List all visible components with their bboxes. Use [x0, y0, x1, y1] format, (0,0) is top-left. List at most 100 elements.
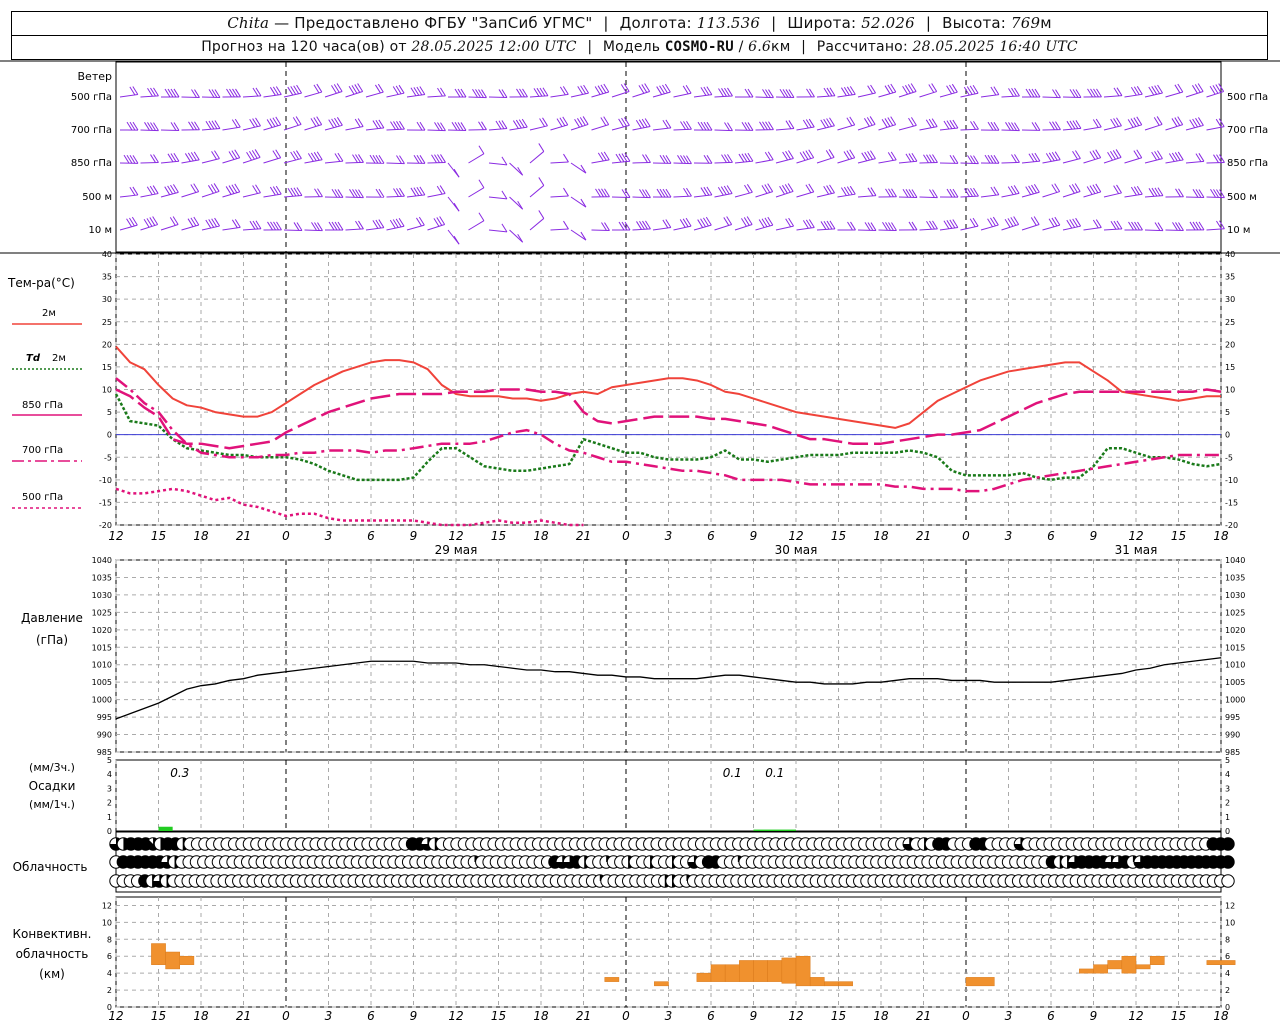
wind-barb-flag: [685, 84, 692, 94]
precip-amount-label: 0.1: [723, 766, 742, 780]
wind-barb-flag: [866, 117, 873, 126]
wind-barb-flag: [946, 220, 953, 229]
wind-barb-flag: [932, 154, 938, 163]
wind-barb-flag: [273, 221, 279, 231]
wind-barb: [693, 216, 712, 231]
wind-barb-shaft: [1144, 158, 1163, 164]
x-tick-label: 6: [1047, 529, 1055, 543]
wind-barb: [919, 118, 938, 131]
lat-label: Широта:: [787, 14, 857, 32]
wind-barb: [263, 149, 282, 164]
wind-barb-shaft: [550, 93, 569, 98]
alt-value: 769: [1011, 14, 1041, 32]
wind-barb-shaft: [181, 159, 200, 164]
wind-barb-flag: [516, 88, 522, 98]
wind-barb: [140, 122, 159, 132]
wind-barb-flag: [642, 220, 648, 230]
wind-barb: [181, 121, 200, 131]
wind-barb-flag: [580, 164, 587, 174]
wind-barb-flag: [296, 84, 303, 94]
wind-barb: [693, 186, 713, 198]
wind-barb-flag: [987, 121, 994, 131]
wind-barb: [447, 229, 460, 245]
wind-barb: [796, 149, 815, 164]
model-res: 6.6: [748, 39, 772, 55]
wind-barb-flag: [211, 151, 217, 160]
wind-barb: [242, 87, 262, 98]
wind-barb: [939, 155, 959, 164]
x-tick-label: 18: [533, 529, 549, 543]
wind-barb: [140, 185, 159, 198]
wind-barb-flag: [437, 154, 443, 163]
wind-barb-shaft: [365, 127, 384, 131]
wind-barb-flag: [1010, 217, 1017, 226]
conv-bar: [1107, 960, 1123, 970]
wind-barb-flag: [1068, 185, 1075, 194]
wind-barb-shaft: [755, 191, 773, 198]
wind-barb-flag: [888, 222, 894, 231]
wind-barb-shaft: [160, 160, 179, 164]
wind-barb-flag: [1110, 118, 1117, 128]
wind-barb-shaft: [427, 95, 446, 98]
wind-barb-flag: [723, 185, 730, 195]
y-tick-label: 12: [1225, 901, 1235, 910]
wind-barb-flag: [747, 122, 754, 131]
wind-barb: [755, 183, 774, 198]
wind-barb-flag: [129, 155, 136, 164]
wind-barb-shaft: [1124, 193, 1143, 198]
y-tick-label: 1015: [1225, 643, 1245, 652]
x-tick-label: 3: [1005, 529, 1013, 543]
wind-barb: [263, 185, 282, 198]
x-tick-label: 9: [410, 1009, 418, 1023]
model-name: COSMO-RU: [664, 39, 734, 55]
wind-barb: [447, 162, 460, 178]
wind-barb-flag: [703, 86, 710, 96]
wind-barb-flag: [275, 86, 282, 95]
station-name: Chita: [227, 14, 270, 32]
wind-barb-shaft: [550, 161, 569, 164]
calc-label: Рассчитано:: [816, 39, 908, 55]
wind-barb: [1103, 87, 1123, 98]
wind-barb-flag: [377, 83, 384, 93]
wind-barb: [734, 152, 754, 164]
wind-barb-flag: [167, 185, 174, 195]
wind-barb: [591, 116, 610, 131]
wind-barb: [1062, 217, 1082, 231]
wind-barb-flag: [579, 117, 586, 126]
wind-barb-flag: [843, 86, 850, 96]
wind-barb-flag: [1025, 186, 1032, 195]
wind-barb: [283, 222, 303, 232]
wind-barb-shaft: [1042, 159, 1061, 164]
wind-barb-flag: [316, 116, 323, 125]
wind-barb-flag: [439, 185, 446, 194]
wind-barb-flag: [290, 187, 297, 197]
precipitation-panel: (мм/3ч.) Осадки (мм/1ч.) 0 0 1 1 2 2 3 3 4 4 5 5 0.…: [29, 756, 1230, 836]
wind-barb-flag: [846, 86, 853, 96]
wind-barb-shaft: [345, 125, 364, 131]
wind-barb-flag: [1177, 151, 1184, 161]
x-tick-label: 21: [236, 1009, 251, 1023]
wind-barb-flag: [761, 218, 768, 227]
conv-bar: [781, 957, 797, 984]
wind-barb-flag: [840, 187, 847, 196]
wind-barb-flag: [208, 219, 215, 228]
wind-barb-flag: [1151, 151, 1158, 161]
wind-barb-shaft: [673, 92, 692, 98]
wind-barb-flag: [1136, 86, 1143, 95]
y-tick-label: 30: [1225, 295, 1235, 304]
wind-barb-flag: [884, 118, 891, 127]
wind-barb-flag: [396, 188, 402, 197]
header-station-row: Chita — Предоставлено ФГБУ "ЗапСиб УГМС"…: [227, 14, 1052, 32]
wind-barb-flag: [234, 118, 241, 128]
x-tick-label: 21: [576, 1009, 591, 1023]
y-tick-label: 1010: [92, 661, 112, 670]
wind-barb-flag: [659, 188, 666, 198]
wind-barb-flag: [272, 117, 279, 127]
wind-barb-shaft: [939, 91, 958, 98]
wind-barb-flag: [908, 221, 915, 231]
wind-barb: [283, 150, 302, 164]
wind-barb-shaft: [365, 227, 384, 231]
wind-barb-flag: [808, 183, 815, 193]
wind-barb-flag: [1189, 221, 1196, 231]
wind-barb: [1042, 89, 1061, 99]
